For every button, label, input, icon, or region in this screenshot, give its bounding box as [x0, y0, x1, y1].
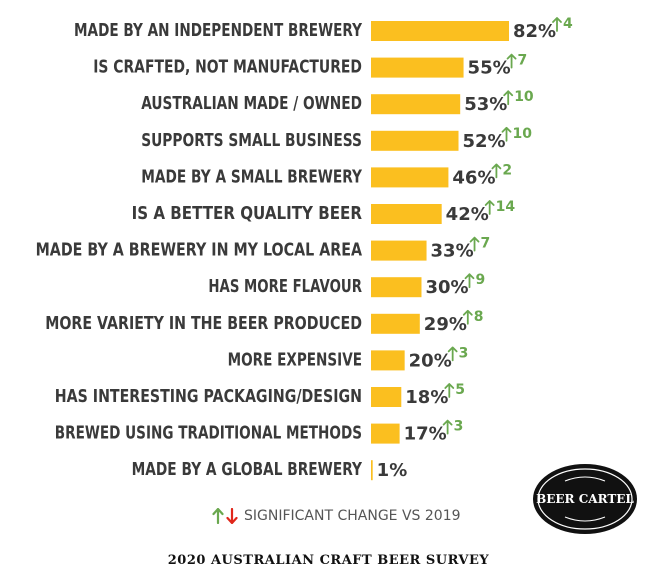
change-label: 7	[481, 236, 491, 252]
value-label: 46%	[452, 167, 495, 188]
arrow-up-icon	[491, 163, 502, 179]
change-label: 3	[454, 419, 464, 435]
legend-arrows	[212, 508, 238, 524]
bar	[371, 277, 422, 298]
bar	[371, 460, 373, 481]
change-label: 7	[518, 53, 528, 69]
bar	[371, 313, 420, 334]
change-label: 14	[496, 199, 516, 215]
arrow-up-icon	[501, 126, 512, 142]
arrow-up-icon	[464, 273, 475, 289]
category-label: AUSTRALIAN MADE / OWNED	[141, 93, 362, 114]
value-label: 18%	[405, 387, 448, 408]
legend-text: SIGNIFICANT CHANGE VS 2019	[244, 508, 461, 524]
value-label: 33%	[431, 241, 474, 262]
bar	[371, 423, 400, 444]
arrow-up-icon	[484, 200, 495, 215]
bar	[371, 350, 405, 371]
bar	[371, 240, 427, 261]
value-label: 42%	[446, 204, 489, 225]
beer-cartel-logo: BEER CARTEL	[533, 464, 637, 534]
footer-title: 2020 AUSTRALIAN CRAFT BEER SURVEY	[167, 553, 490, 568]
arrow-down-icon	[226, 508, 238, 524]
bar	[371, 94, 461, 115]
arrow-up-icon	[462, 309, 473, 325]
change-label: 2	[502, 162, 512, 178]
bar	[371, 130, 459, 151]
category-label: MORE VARIETY IN THE BEER PRODUCED	[45, 313, 362, 334]
change-label: 4	[563, 16, 573, 32]
value-label: 55%	[468, 58, 511, 79]
bar	[371, 57, 464, 78]
change-label: 10	[513, 126, 533, 142]
change-label: 9	[475, 272, 485, 288]
arrow-up-icon	[442, 419, 453, 435]
value-label: 30%	[425, 277, 468, 298]
category-label: MADE BY AN INDEPENDENT BREWERY	[74, 20, 363, 41]
arrow-up-icon	[503, 90, 514, 106]
bar	[371, 21, 509, 41]
category-label: MADE BY A GLOBAL BREWERY	[132, 459, 363, 480]
legend: SIGNIFICANT CHANGE VS 2019	[212, 505, 461, 527]
change-label: 3	[459, 345, 469, 361]
category-label: HAS INTERESTING PACKAGING/DESIGN	[55, 386, 362, 407]
change-label: 8	[474, 309, 484, 325]
bar-chart: MADE BY AN INDEPENDENT BREWERY 82% 4 IS CRA…	[36, 16, 573, 481]
category-label: IS CRAFTED, NOT MANUFACTURED	[93, 57, 362, 78]
arrow-up-icon	[469, 236, 480, 252]
arrow-up-icon	[447, 346, 458, 362]
arrow-up-icon	[552, 17, 562, 32]
value-label: 82%	[513, 21, 556, 42]
value-label: 52%	[463, 131, 506, 152]
logo-text: BEER CARTEL	[536, 492, 634, 506]
category-label: SUPPORTS SMALL BUSINESS	[141, 130, 362, 151]
bar	[371, 387, 402, 407]
category-label: MADE BY A SMALL BREWERY	[141, 166, 363, 187]
arrow-up-icon	[506, 53, 517, 69]
bar	[371, 167, 449, 188]
category-label: HAS MORE FLAVOUR	[208, 276, 362, 297]
arrow-up-icon	[212, 508, 224, 524]
category-label: MADE BY A BREWERY IN MY LOCAL AREA	[36, 240, 362, 261]
value-label: 29%	[424, 314, 467, 335]
category-label: IS A BETTER QUALITY BEER	[132, 203, 363, 224]
change-label: 10	[514, 89, 534, 105]
bar	[371, 204, 442, 224]
value-label: 53%	[464, 94, 507, 115]
category-label: MORE EXPENSIVE	[228, 349, 362, 370]
change-label: 5	[455, 382, 465, 398]
value-label: 1%	[377, 460, 408, 481]
value-label: 17%	[404, 424, 447, 445]
arrow-up-icon	[444, 383, 455, 398]
value-label: 20%	[409, 350, 452, 371]
category-label: BREWED USING TRADITIONAL METHODS	[55, 423, 362, 444]
